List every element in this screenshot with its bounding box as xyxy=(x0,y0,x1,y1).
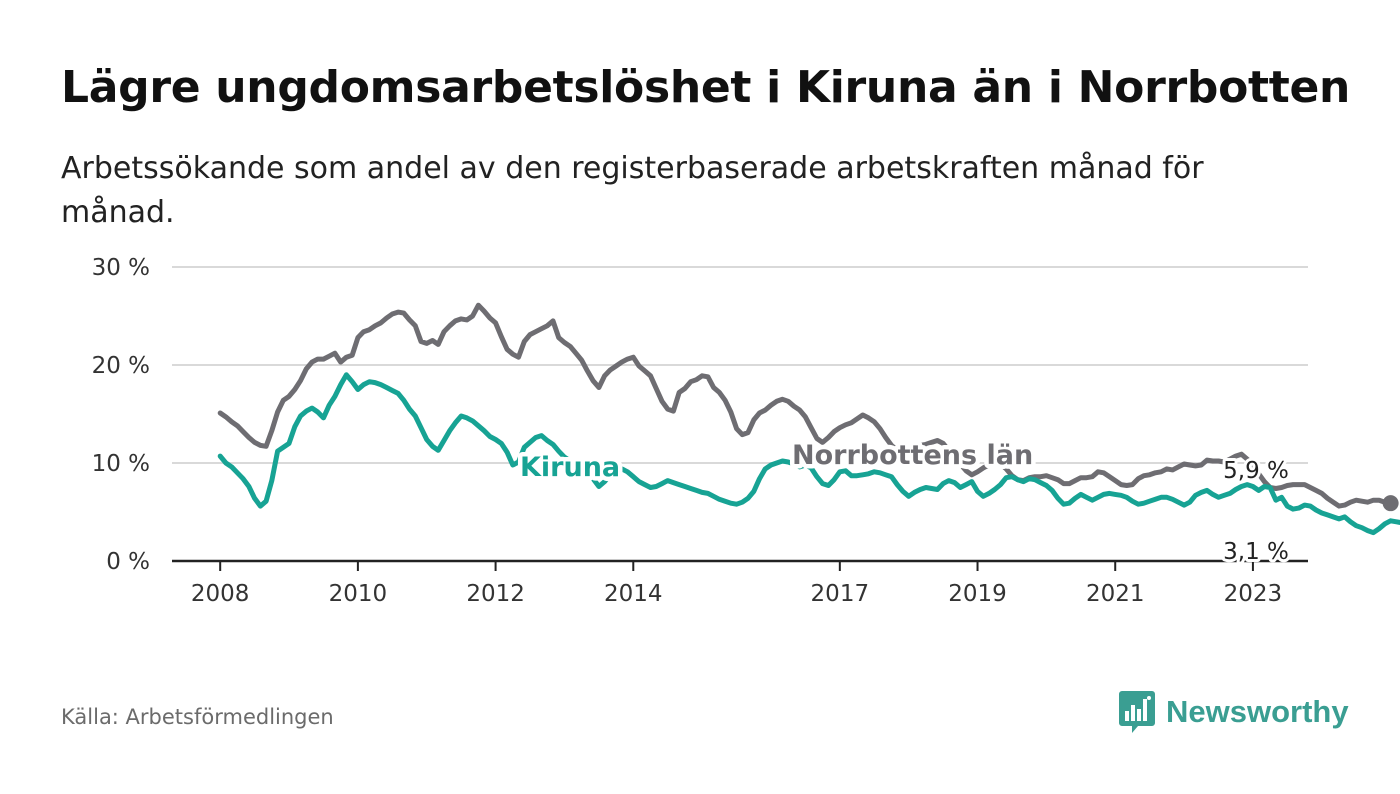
series-line-norrbotten xyxy=(217,302,1394,509)
series-line-kiruna xyxy=(217,372,1400,536)
series-label-norrbotten: Norrbottens län xyxy=(792,440,1033,471)
x-tick-label: 2012 xyxy=(466,581,525,607)
x-tick-label: 2021 xyxy=(1086,581,1145,607)
chart-speech-bubble-icon xyxy=(1119,691,1155,733)
y-tick-label: 20 % xyxy=(92,353,150,379)
end-label-halo: 3,1 % xyxy=(1223,539,1289,565)
x-axis-labels: 2008 2010 2012 2014 2017 2019 2021 2023 xyxy=(191,581,1282,607)
y-axis-labels: 0 % 10 % 20 % 30 % xyxy=(92,255,150,575)
y-tick-label: 30 % xyxy=(92,255,150,281)
series-lines xyxy=(217,302,1400,536)
x-axis xyxy=(172,559,1308,571)
series-label-norrbotten-halo: Norrbottens län xyxy=(792,440,1033,471)
x-tick-label: 2008 xyxy=(191,581,250,607)
x-tick-label: 2010 xyxy=(329,581,388,607)
x-tick-label: 2017 xyxy=(811,581,870,607)
x-tick-label: 2023 xyxy=(1224,581,1283,607)
brand-name: Newsworthy xyxy=(1166,694,1349,729)
x-tick-label: 2014 xyxy=(604,581,663,607)
end-point-norrbotten xyxy=(1382,495,1399,512)
source-note: Källa: Arbetsförmedlingen xyxy=(61,705,334,729)
series-label-kiruna: Kiruna xyxy=(520,452,620,483)
series-label-kiruna-halo: Kiruna xyxy=(520,452,620,483)
chart-subtitle: Arbetssökande som andel av den registerb… xyxy=(61,151,1204,230)
gridlines xyxy=(172,266,1308,464)
brand-logo[interactable]: Newsworthy xyxy=(1118,688,1349,736)
x-tick-label: 2019 xyxy=(948,581,1007,607)
y-tick-label: 0 % xyxy=(106,549,150,575)
end-label-kiruna: 3,1 % xyxy=(1223,539,1289,565)
page-title: Lägre ungdomsarbetslöshet i Kiruna än i … xyxy=(61,62,1351,113)
y-tick-label: 10 % xyxy=(92,451,150,477)
end-label-halo: 5,9 % xyxy=(1223,458,1289,484)
end-label-norrbotten: 5,9 % xyxy=(1223,458,1289,484)
